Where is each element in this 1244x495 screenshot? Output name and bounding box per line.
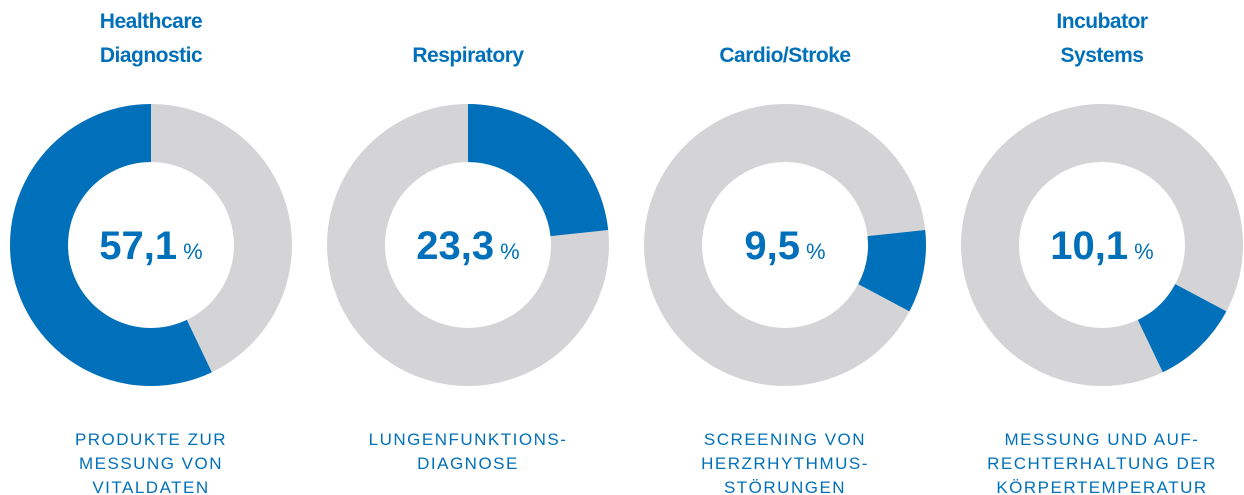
- description: PRODUKTE ZUR: [75, 430, 227, 449]
- donut-track: [961, 104, 1243, 386]
- value-unit: %: [806, 239, 826, 264]
- chart-title: Systems: [1061, 44, 1144, 67]
- description: HERZRHYTHMUS-: [701, 454, 869, 473]
- chart-title: Incubator: [1056, 10, 1147, 33]
- value-unit: %: [183, 239, 203, 264]
- description: RECHTERHALTUNG DER: [987, 454, 1217, 473]
- description: SCREENING VON: [704, 430, 866, 449]
- chart-title: Healthcare: [100, 10, 202, 33]
- donut-segment: [858, 229, 926, 312]
- chart-title: Cardio/Stroke: [719, 44, 850, 67]
- chart-title: Diagnostic: [100, 44, 203, 67]
- description: VITALDATEN: [92, 478, 209, 495]
- value-number: 9,5: [744, 224, 800, 268]
- value-label: 9,5%: [744, 224, 825, 268]
- description: MESSUNG VON: [79, 454, 223, 473]
- value-number: 57,1: [99, 224, 177, 268]
- description: KÖRPERTEMPERATUR: [996, 478, 1207, 495]
- donut-segment: [9, 104, 212, 386]
- donut-segment: [1137, 284, 1227, 373]
- description: MESSUNG UND AUF-: [1005, 430, 1200, 449]
- value-number: 23,3: [416, 224, 494, 268]
- value-label: 10,1%: [1050, 224, 1153, 268]
- value-label: 23,3%: [416, 224, 519, 268]
- description: LUNGENFUNKTIONS-: [369, 430, 568, 449]
- value-number: 10,1: [1050, 224, 1128, 268]
- value-unit: %: [1134, 239, 1154, 264]
- value-unit: %: [500, 239, 520, 264]
- donut-segment: [468, 104, 609, 237]
- value-label: 57,1%: [99, 224, 202, 268]
- description: STÖRUNGEN: [724, 478, 846, 495]
- description: DIAGNOSE: [417, 454, 519, 473]
- chart-title: Respiratory: [412, 44, 524, 67]
